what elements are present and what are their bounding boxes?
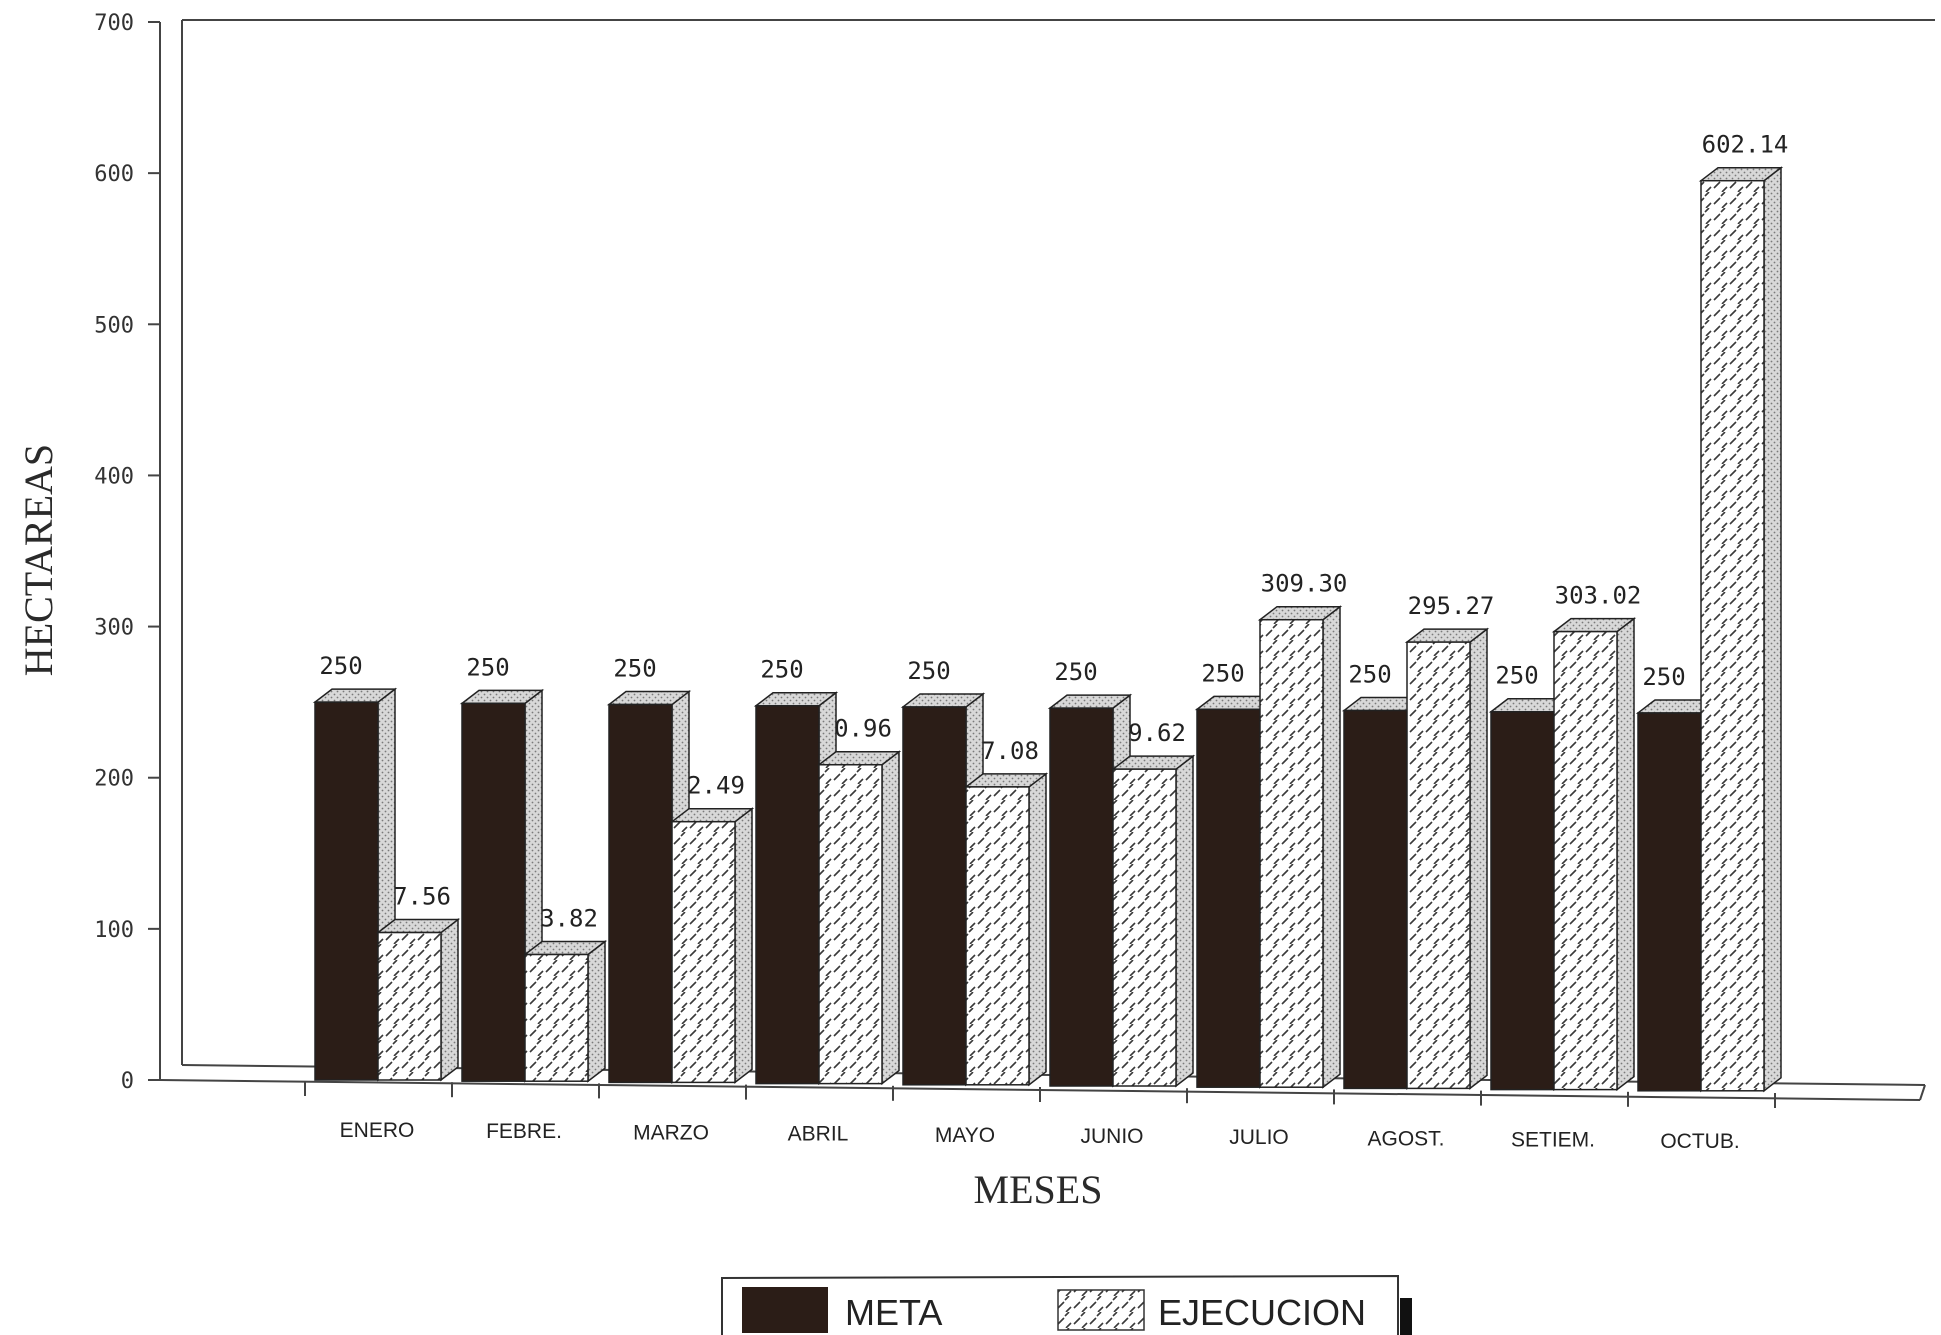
data-label-ejecucion: 602.14 — [1702, 131, 1789, 159]
y-tick-label: 500 — [94, 313, 134, 338]
data-label-ejecucion: 309.30 — [1261, 570, 1348, 598]
x-axis-ticks: ENERO FEBRE. MARZO ABRIL MAYO JUNIO JULIO AGOST… — [304, 1081, 1776, 1153]
bar-ejecucion — [816, 750, 902, 1086]
data-label-meta: 250 — [613, 655, 656, 683]
bar-front-face — [461, 702, 526, 1082]
bar-front-face — [314, 701, 379, 1081]
legend-box-shadow — [1400, 1298, 1412, 1335]
y-tick-label: 200 — [94, 767, 134, 792]
bar-side-face — [440, 918, 459, 1082]
legend: META EJECUCION — [721, 1274, 1412, 1335]
bar-front-face — [671, 820, 736, 1084]
bar-front-face — [524, 953, 589, 1082]
bar-front-face — [1637, 712, 1702, 1092]
x-tick-label: MARZO — [633, 1121, 709, 1144]
data-label-ejecucion: 2.49 — [687, 772, 745, 800]
bar-ejecucion — [1698, 166, 1784, 1093]
bar-front-face — [818, 763, 883, 1085]
bar-front-face — [1049, 707, 1114, 1087]
bar-front-face — [1112, 768, 1177, 1087]
x-tick-label: JUNIO — [1081, 1125, 1144, 1148]
bar-front-face — [1406, 641, 1471, 1090]
data-label-ejecucion: 0.96 — [834, 715, 892, 743]
x-tick-label: SETIEM. — [1511, 1129, 1595, 1152]
bar-front-face — [902, 706, 967, 1086]
y-axis-ticks: 0 100 200 300 400 500 600 700 — [94, 11, 160, 1094]
bar-meta — [312, 687, 398, 1082]
bar-side-face — [1322, 605, 1341, 1089]
bars-layer: 250 7.56 250 3.82 250 2.49 250 0.96 250 7.08 250 9.… — [312, 131, 1789, 1093]
bar-side-face — [1175, 754, 1194, 1088]
bar-ejecucion — [669, 807, 755, 1084]
bar-front-face — [1343, 709, 1408, 1090]
data-label-meta: 250 — [466, 653, 509, 681]
legend-swatch-ejecucion — [1057, 1289, 1145, 1331]
bar-side-face — [587, 939, 606, 1083]
data-label-meta: 250 — [1642, 663, 1685, 691]
data-label-meta: 250 — [1054, 658, 1097, 686]
data-label-meta: 250 — [1348, 661, 1391, 689]
data-label-ejecucion: 295.27 — [1408, 592, 1495, 620]
bar-front-face — [1196, 708, 1261, 1088]
x-tick-label: ABRIL — [788, 1123, 849, 1146]
data-label-ejecucion: 7.08 — [981, 737, 1039, 765]
bar-ejecucion — [963, 772, 1049, 1087]
legend-label-meta: META — [845, 1292, 942, 1333]
bar-side-face — [1763, 166, 1782, 1093]
data-label-meta: 250 — [907, 657, 950, 685]
bar-front-face — [755, 704, 820, 1085]
y-tick-label: 700 — [94, 11, 134, 36]
data-label-ejecucion: 9.62 — [1128, 719, 1186, 747]
x-tick-label: FEBRE. — [486, 1120, 562, 1143]
x-tick-label: ENERO — [340, 1119, 415, 1142]
floor-right-edge — [1919, 1084, 1926, 1101]
x-tick-label: OCTUB. — [1660, 1130, 1739, 1153]
bar-front-face — [608, 703, 673, 1084]
bar-side-face — [881, 750, 900, 1086]
y-tick-label: 600 — [94, 162, 134, 187]
bar-front-face — [965, 786, 1030, 1086]
bar-front-face — [1259, 618, 1324, 1088]
bar-ejecucion — [522, 939, 608, 1083]
x-axis-label: MESES — [974, 1167, 1103, 1212]
bar-side-face — [1616, 617, 1635, 1092]
y-axis-label: HECTAREAS — [16, 444, 61, 676]
x-tick-label: AGOST. — [1367, 1127, 1444, 1150]
bar-side-face — [1469, 627, 1488, 1090]
bar-front-face — [1553, 630, 1618, 1091]
data-label-ejecucion: 3.82 — [540, 905, 598, 933]
bar-side-face — [734, 807, 753, 1084]
bar-ejecucion — [1257, 605, 1343, 1089]
legend-swatch-meta — [742, 1287, 828, 1333]
legend-label-ejecucion: EJECUCION — [1158, 1292, 1366, 1333]
y-tick-label: 300 — [94, 616, 134, 641]
bar-ejecucion — [1551, 617, 1637, 1092]
y-tick-label: 400 — [94, 464, 134, 489]
bar-front-face — [377, 931, 442, 1081]
data-label-meta: 250 — [319, 652, 362, 680]
data-label-ejecucion: 303.02 — [1555, 582, 1642, 610]
y-tick-label: 100 — [94, 918, 134, 943]
bar-ejecucion — [1110, 754, 1196, 1088]
data-label-meta: 250 — [1201, 659, 1244, 687]
bar-front-face — [1700, 179, 1765, 1092]
legend-box — [721, 1274, 1399, 1335]
bar-ejecucion — [375, 918, 461, 1082]
x-tick-label: MAYO — [935, 1124, 995, 1147]
data-label-meta: 250 — [760, 656, 803, 684]
data-label-ejecucion: 7.56 — [393, 883, 451, 911]
bar-side-face — [1028, 772, 1047, 1087]
bar-ejecucion — [1404, 627, 1490, 1090]
x-tick-label: JULIO — [1229, 1126, 1289, 1149]
bar-front-face — [1490, 710, 1555, 1091]
y-tick-label: 0 — [121, 1069, 134, 1094]
data-label-meta: 250 — [1495, 662, 1538, 690]
